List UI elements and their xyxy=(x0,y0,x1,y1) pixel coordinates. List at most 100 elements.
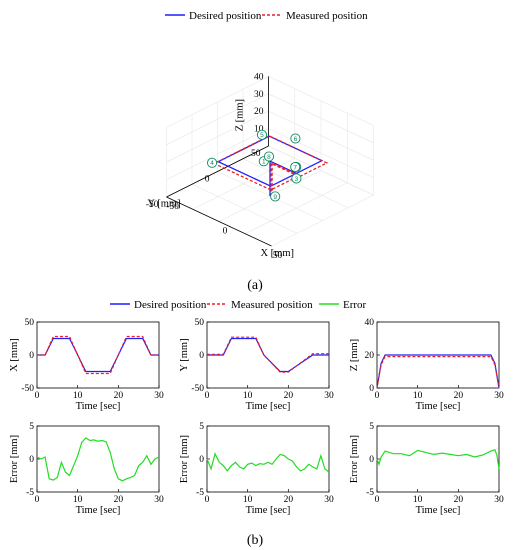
y-tick-label: 0 xyxy=(369,455,374,465)
y-tick-label: 0 xyxy=(205,175,210,185)
marker-circle-7 xyxy=(290,161,301,173)
series-measured-position-line xyxy=(376,356,500,389)
marker-circle-6 xyxy=(290,133,301,144)
x-tick-label: 30 xyxy=(154,391,164,401)
y-tick-label: -5 xyxy=(26,488,34,498)
x-tick-label: 10 xyxy=(243,391,253,401)
y-tick-label: -5 xyxy=(366,488,374,498)
grid-wall-z2 xyxy=(268,110,374,161)
marker-label-1: 1 xyxy=(262,159,266,166)
x-tick-label: 0 xyxy=(205,495,210,505)
plot-frame xyxy=(376,425,500,493)
grid-floor-y xyxy=(191,183,298,234)
plot-frame xyxy=(206,425,330,493)
x-tick-label: 0 xyxy=(375,391,380,401)
marker-label-5: 5 xyxy=(260,132,264,139)
x-axis-label: Time [sec] xyxy=(416,505,461,516)
x-axis-label: Time [sec] xyxy=(76,401,121,412)
z-tick-label: 10 xyxy=(254,125,264,135)
y-tick-label: 20 xyxy=(365,351,375,361)
y-tick-label: 0 xyxy=(29,351,34,361)
y-tick-label: 50 xyxy=(251,149,261,159)
y-tick-label: 5 xyxy=(29,422,34,432)
z-tick-label: 40 xyxy=(254,72,264,82)
marker-label-8: 8 xyxy=(267,154,271,161)
y-tick-label: 50 xyxy=(195,318,205,328)
z-tick-label: 20 xyxy=(254,107,264,117)
grid-wall-z1 xyxy=(166,110,269,163)
x-tick-label: 0 xyxy=(35,391,40,401)
y-axis-label: Y [mm] xyxy=(147,198,180,209)
x-tick-label: 30 xyxy=(494,391,504,401)
y-axis-label: Z [mm] xyxy=(349,339,360,371)
grid-wall-z2 xyxy=(268,145,374,196)
y-tick-label: 0 xyxy=(29,455,34,465)
plot-frame xyxy=(206,321,330,389)
x-tick-label: 20 xyxy=(114,391,124,401)
y-tick-label: 40 xyxy=(365,318,375,328)
marker-circle-5 xyxy=(256,129,268,140)
x-tick-label: 30 xyxy=(324,391,334,401)
marker-circle-4 xyxy=(207,157,218,168)
grid-wall-z2 xyxy=(268,128,374,178)
series-error-line xyxy=(206,451,330,473)
legend-b-desired-label: Desired position xyxy=(134,299,207,311)
y-axis-label: Error [mm] xyxy=(349,435,360,483)
x-tick-label: 20 xyxy=(454,391,464,401)
grid-wall-z1 xyxy=(166,93,269,146)
legend-b: Desired position Measured position Error xyxy=(110,299,367,311)
series-measured-path xyxy=(212,135,329,197)
y-axis-label: X [mm] xyxy=(9,338,20,372)
x-axis-line xyxy=(166,196,272,247)
grid-wall-z2 xyxy=(268,93,374,144)
plot-3d: -50 0 50 -50 0 50 10 20 30 40 X [mm] Y [mm] Z [mm]1 2… xyxy=(146,72,374,261)
grid-wall-z2 xyxy=(268,76,374,126)
legend-b-measured-label: Measured position xyxy=(231,299,313,311)
y-axis-line xyxy=(166,145,269,198)
series-error-line xyxy=(36,437,160,482)
x-axis-label: X [mm] xyxy=(260,248,294,259)
x-tick-label: 10 xyxy=(413,495,423,505)
x-tick-label: 30 xyxy=(494,495,504,505)
marker-label-9: 9 xyxy=(273,194,277,201)
marker-label-7: 7 xyxy=(293,164,297,171)
marker-label-3: 3 xyxy=(295,176,299,183)
series-measured-position-line xyxy=(207,336,329,373)
y-tick-label: -50 xyxy=(21,384,34,394)
marker-circle-8 xyxy=(263,151,275,162)
series-error-line xyxy=(376,449,500,469)
marker-circle-3 xyxy=(291,173,302,184)
y-axis-label: Error [mm] xyxy=(179,435,190,483)
grid-wall-z1 xyxy=(166,76,269,128)
legend-b-error-label: Error xyxy=(343,299,367,311)
z-axis-label: Z [mm] xyxy=(235,99,246,131)
y-tick-label: 50 xyxy=(25,318,35,328)
x-tick-label: 0 xyxy=(223,227,228,237)
marker-label-6: 6 xyxy=(294,136,298,143)
series-desired-position-line xyxy=(37,337,159,373)
marker-circle-9 xyxy=(270,191,281,202)
x-tick-label: 20 xyxy=(284,495,294,505)
y-tick-label: 5 xyxy=(369,422,374,432)
x-tick-label: 20 xyxy=(114,495,124,505)
y-tick-label: 0 xyxy=(199,455,204,465)
x-axis-label: Time [sec] xyxy=(246,505,291,516)
panel-b-label: (b) xyxy=(247,533,264,548)
y-tick-label: -5 xyxy=(196,488,204,498)
x-tick-label: 10 xyxy=(413,391,423,401)
x-tick-label: 10 xyxy=(243,495,253,505)
y-tick-label: 0 xyxy=(199,351,204,361)
x-tick-label: -50 xyxy=(166,202,179,212)
grid-wall-z1 xyxy=(166,128,269,180)
y-tick-label: 0 xyxy=(369,384,374,394)
plot-frame xyxy=(36,321,160,389)
y-axis-label: Y [mm] xyxy=(179,338,190,371)
series-desired-path xyxy=(216,135,324,196)
series-measured-position-line xyxy=(37,335,159,375)
